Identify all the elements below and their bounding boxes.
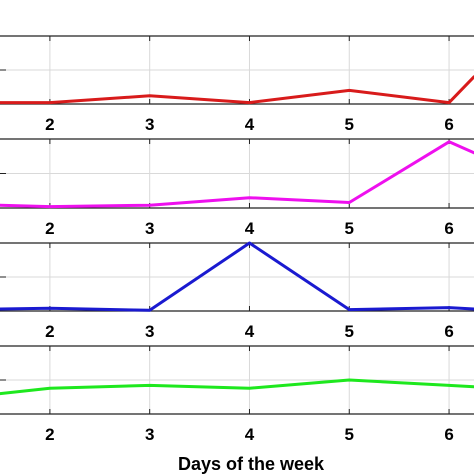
x-tick-label-4: 4	[245, 425, 255, 444]
series-line-4	[0, 378, 474, 396]
x-tick-label-4: 4	[245, 115, 255, 134]
x-tick-label-6: 6	[444, 322, 453, 341]
x-tick-label-5: 5	[345, 219, 354, 238]
subplot-4: 2 3 4 5 6	[0, 345, 474, 444]
x-tick-label-2: 2	[45, 219, 54, 238]
x-tick-label-3: 3	[145, 425, 154, 444]
series-line-3	[0, 241, 474, 312]
x-tick-label-5: 5	[345, 115, 354, 134]
x-tick-label-4: 4	[245, 322, 255, 341]
x-tick-label-6: 6	[444, 219, 453, 238]
x-tick-label-3: 3	[145, 219, 154, 238]
x-tick-label-5: 5	[345, 322, 354, 341]
x-tick-label-5: 5	[345, 425, 354, 444]
x-tick-label-4: 4	[245, 219, 255, 238]
x-tick-label-6: 6	[444, 425, 453, 444]
subplot-2: 2 3 4 5 6	[0, 138, 474, 238]
x-tick-label-3: 3	[145, 115, 154, 134]
x-axis-title: Days of the week	[178, 454, 325, 474]
subplot-1: 2 3 4 5 6	[0, 35, 474, 134]
subplot-3: 2 3 4 5 6	[0, 241, 474, 341]
x-tick-label-2: 2	[45, 322, 54, 341]
series-line-2	[0, 140, 474, 209]
series-line-1	[0, 75, 474, 105]
x-tick-label-2: 2	[45, 115, 54, 134]
x-tick-label-6: 6	[444, 115, 453, 134]
x-tick-label-3: 3	[145, 322, 154, 341]
x-tick-label-2: 2	[45, 425, 54, 444]
